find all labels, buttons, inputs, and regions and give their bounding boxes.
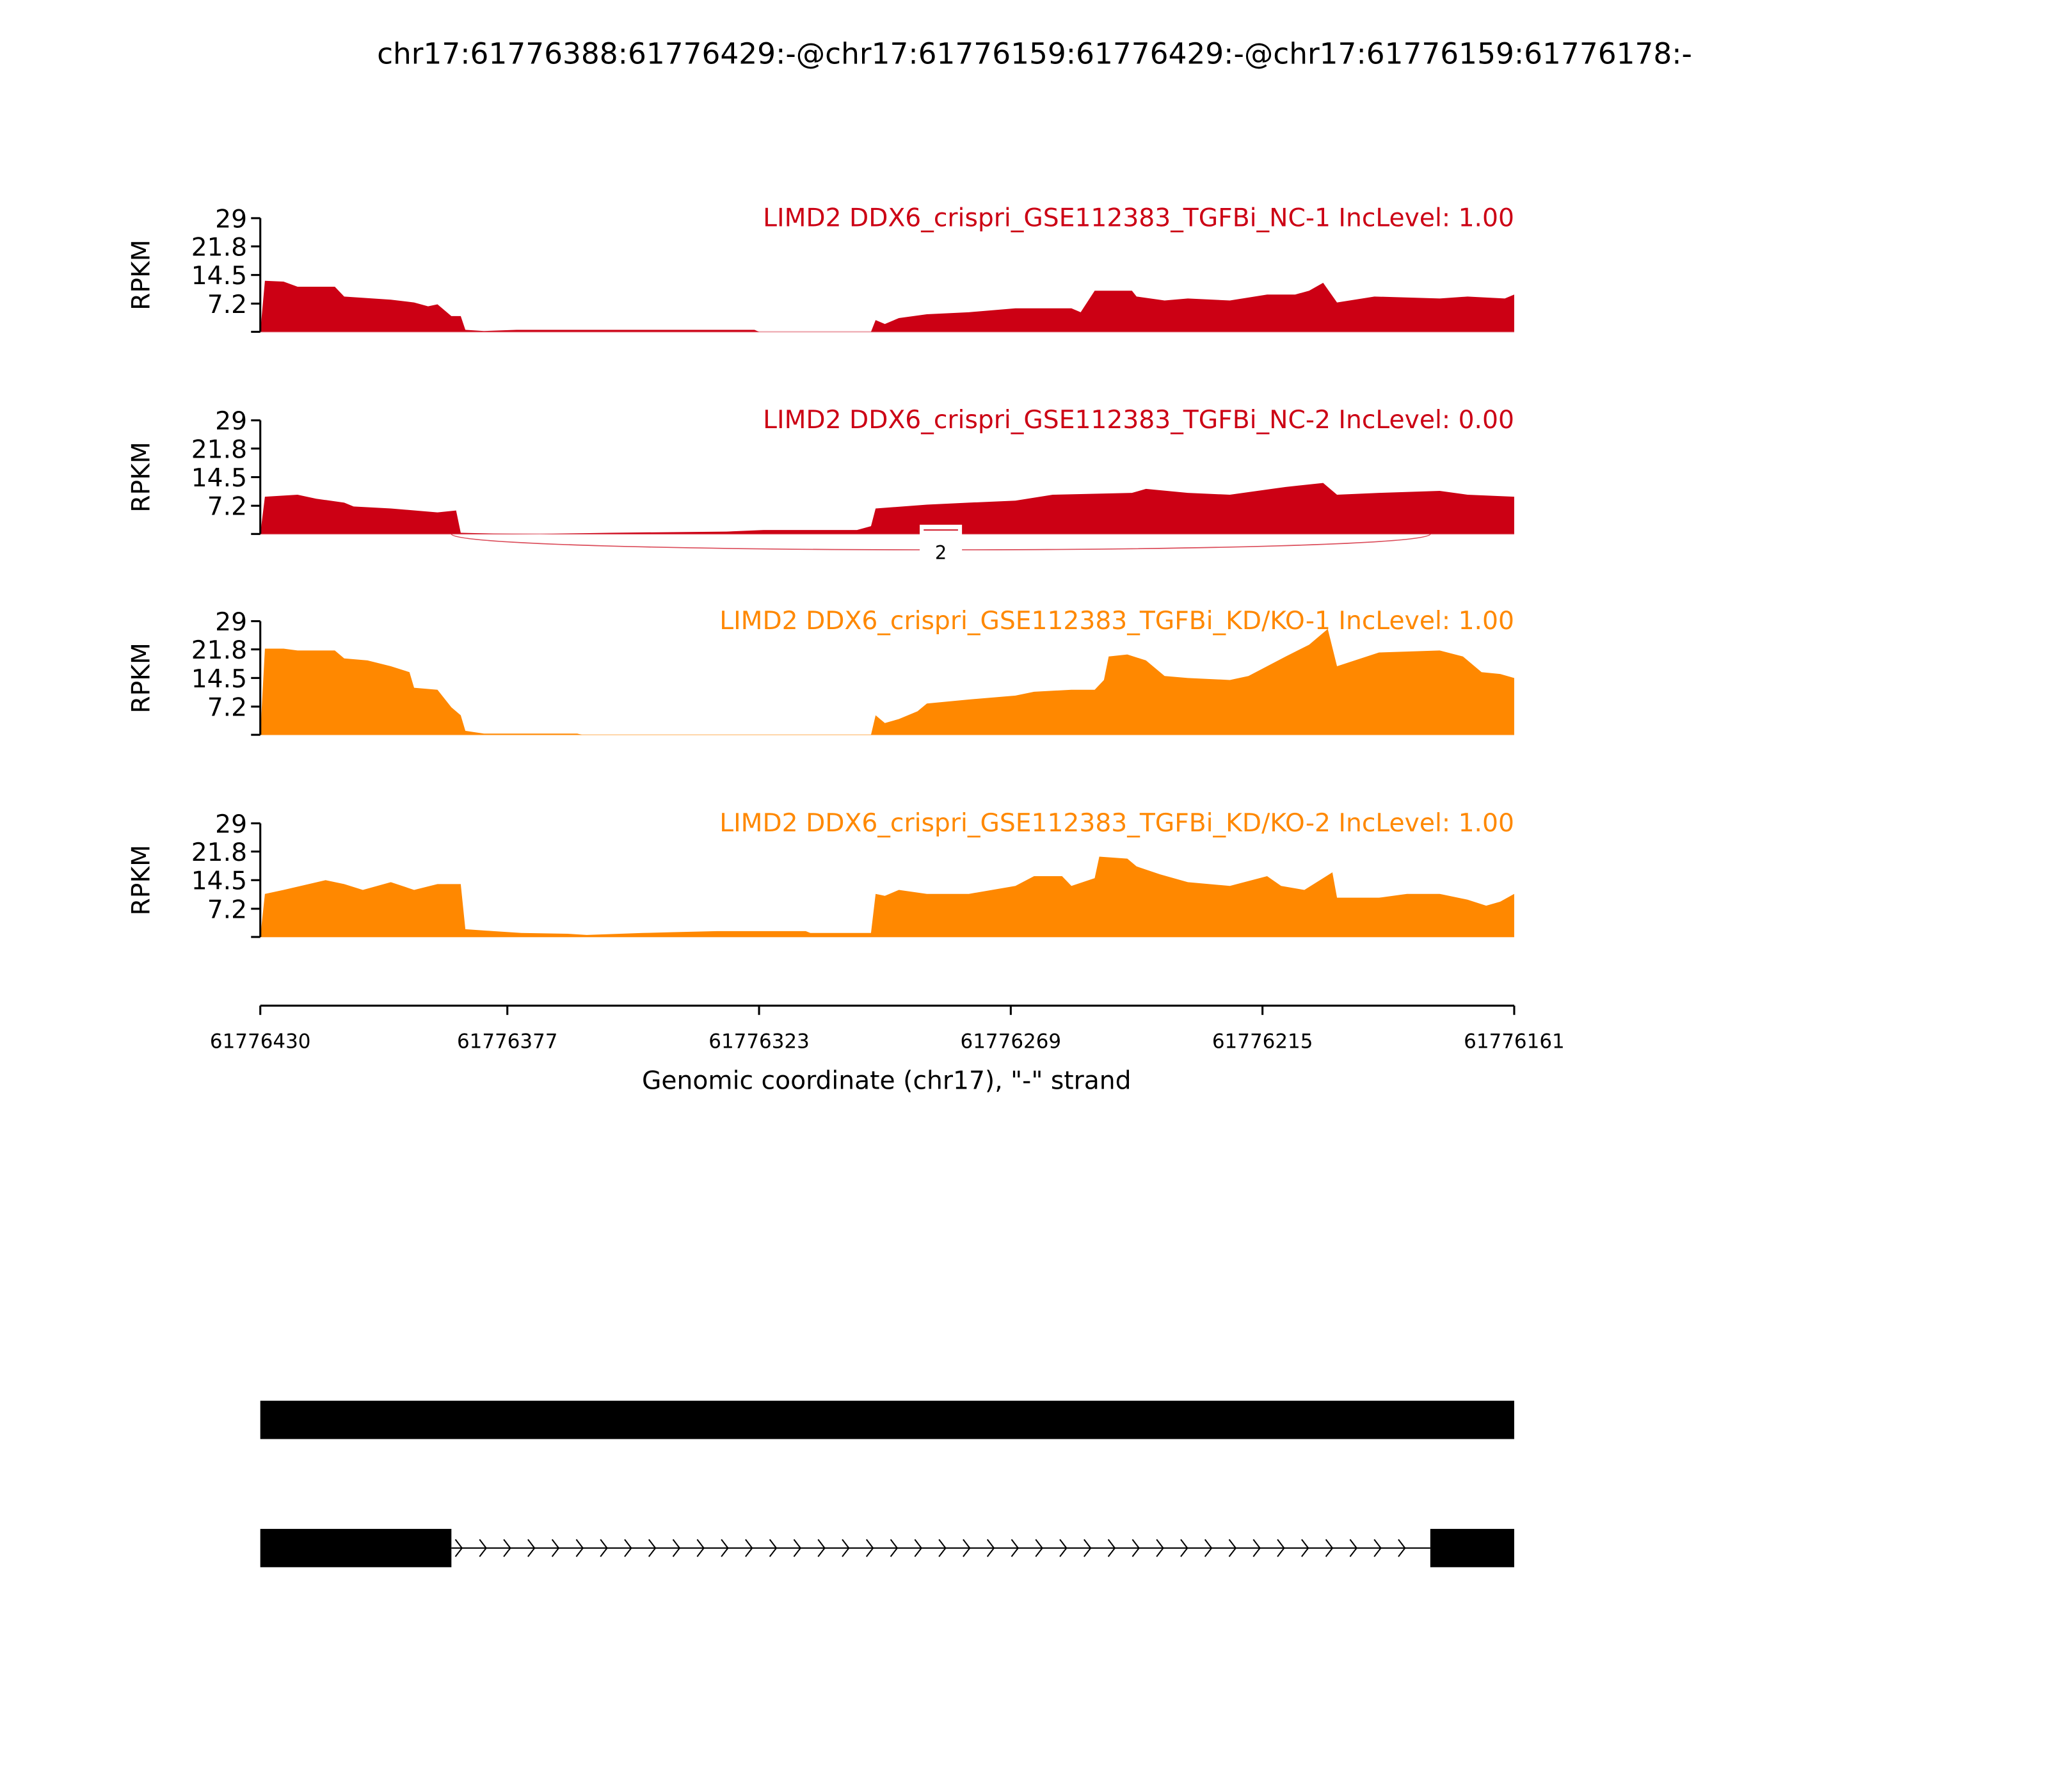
strand-arrow-icon (1180, 1539, 1188, 1557)
track-label: LIMD2 DDX6_crispri_GSE112383_TGFBi_NC-2 … (763, 406, 1514, 435)
y-tick-label: 29 (215, 205, 247, 234)
strand-arrow-icon (1398, 1539, 1406, 1557)
strand-arrow-icon (624, 1539, 632, 1557)
strand-arrow-icon (721, 1539, 729, 1557)
strand-arrow-icon (1373, 1539, 1382, 1557)
strand-arrow-icon (1204, 1539, 1213, 1557)
y-tick-label: 7.2 (207, 895, 247, 924)
strand-arrow-icon (769, 1539, 778, 1557)
strand-arrow-icon (938, 1539, 947, 1557)
strand-arrow-icon (1325, 1539, 1334, 1557)
strand-arrow-icon (600, 1539, 608, 1557)
y-tick-label: 21.8 (191, 435, 247, 464)
y-tick-label: 29 (215, 810, 247, 839)
gene-models (260, 1400, 1514, 1567)
strand-arrow-icon (1083, 1539, 1092, 1557)
y-tick-label: 7.2 (207, 693, 247, 722)
x-tick-label: 61776269 (961, 1030, 1062, 1053)
x-axis-label: Genomic coordinate (chr17), "-" strand (642, 1066, 1132, 1095)
y-tick-label: 7.2 (207, 291, 247, 319)
y-tick-label: 7.2 (207, 493, 247, 522)
strand-arrow-icon (1349, 1539, 1358, 1557)
strand-arrow-icon (1011, 1539, 1020, 1557)
y-axis-label: RPKM (127, 643, 156, 713)
y-tick-label: 14.5 (191, 464, 247, 493)
track-label: LIMD2 DDX6_crispri_GSE112383_TGFBi_NC-1 … (763, 204, 1514, 232)
x-tick-label: 61776215 (1212, 1030, 1313, 1053)
x-tick-label: 61776323 (708, 1030, 810, 1053)
strand-arrow-icon (696, 1539, 705, 1557)
coverage-area (260, 856, 1514, 937)
coverage-area (260, 280, 1514, 332)
junction-count: 2 (935, 542, 947, 564)
chart-title: chr17:61776388:61776429:-@chr17:61776159… (377, 36, 1692, 70)
x-tick-label: 61776161 (1464, 1030, 1565, 1053)
x-tick-label: 61776430 (210, 1030, 311, 1053)
coverage-area (260, 483, 1514, 534)
gene-model-exon (260, 1528, 452, 1567)
strand-arrow-icon (914, 1539, 922, 1557)
strand-arrow-icon (454, 1539, 463, 1557)
y-tick-label: 14.5 (191, 665, 247, 694)
strand-arrow-icon (793, 1539, 802, 1557)
coverage-area (260, 628, 1514, 735)
strand-arrow-icon (1301, 1539, 1309, 1557)
x-axis: 61776430 61776377 61776323 61776269 61776215… (210, 1004, 1565, 1053)
strand-arrow-icon (1035, 1539, 1043, 1557)
strand-arrow-icon (963, 1539, 971, 1557)
strand-arrow-icon (1277, 1539, 1285, 1557)
strand-arrow-icon (1107, 1539, 1116, 1557)
strand-arrow-icon (479, 1539, 487, 1557)
y-tick-label: 29 (215, 608, 247, 637)
y-tick-label: 14.5 (191, 867, 247, 896)
y-axis-label: RPKM (127, 845, 156, 915)
x-tick-label: 61776377 (457, 1030, 558, 1053)
strand-arrow-icon (1132, 1539, 1140, 1557)
strand-arrow-icon (817, 1539, 826, 1557)
strand-arrow-icon (648, 1539, 657, 1557)
y-tick-label: 29 (215, 407, 247, 436)
strand-arrow-icon (527, 1539, 536, 1557)
strand-arrow-icon (672, 1539, 681, 1557)
y-axis-label: RPKM (127, 239, 156, 310)
y-tick-label: 14.5 (191, 262, 247, 291)
strand-arrow-icon (503, 1539, 511, 1557)
strand-arrow-icon (1228, 1539, 1237, 1557)
y-tick-label: 21.8 (191, 233, 247, 262)
strand-arrow-icon (890, 1539, 899, 1557)
strand-arrow-icon (1059, 1539, 1068, 1557)
gene-model-exon (260, 1400, 1514, 1439)
y-tick-label: 21.8 (191, 636, 247, 665)
track-label: LIMD2 DDX6_crispri_GSE112383_TGFBi_KD/KO… (719, 607, 1514, 636)
y-tick-label: 21.8 (191, 838, 247, 867)
track-label: LIMD2 DDX6_crispri_GSE112383_TGFBi_KD/KO… (719, 809, 1514, 838)
strand-arrow-icon (551, 1539, 560, 1557)
strand-arrow-icon (865, 1539, 874, 1557)
strand-arrow-icon (1156, 1539, 1164, 1557)
strand-arrow-icon (745, 1539, 753, 1557)
strand-arrow-icon (842, 1539, 850, 1557)
strand-arrow-icon (1252, 1539, 1261, 1557)
gene-model-exon (1430, 1528, 1514, 1567)
y-axis-label: RPKM (127, 442, 156, 512)
strand-arrow-icon (986, 1539, 995, 1557)
junction-label-box (920, 524, 963, 564)
strand-arrow-icon (575, 1539, 584, 1557)
